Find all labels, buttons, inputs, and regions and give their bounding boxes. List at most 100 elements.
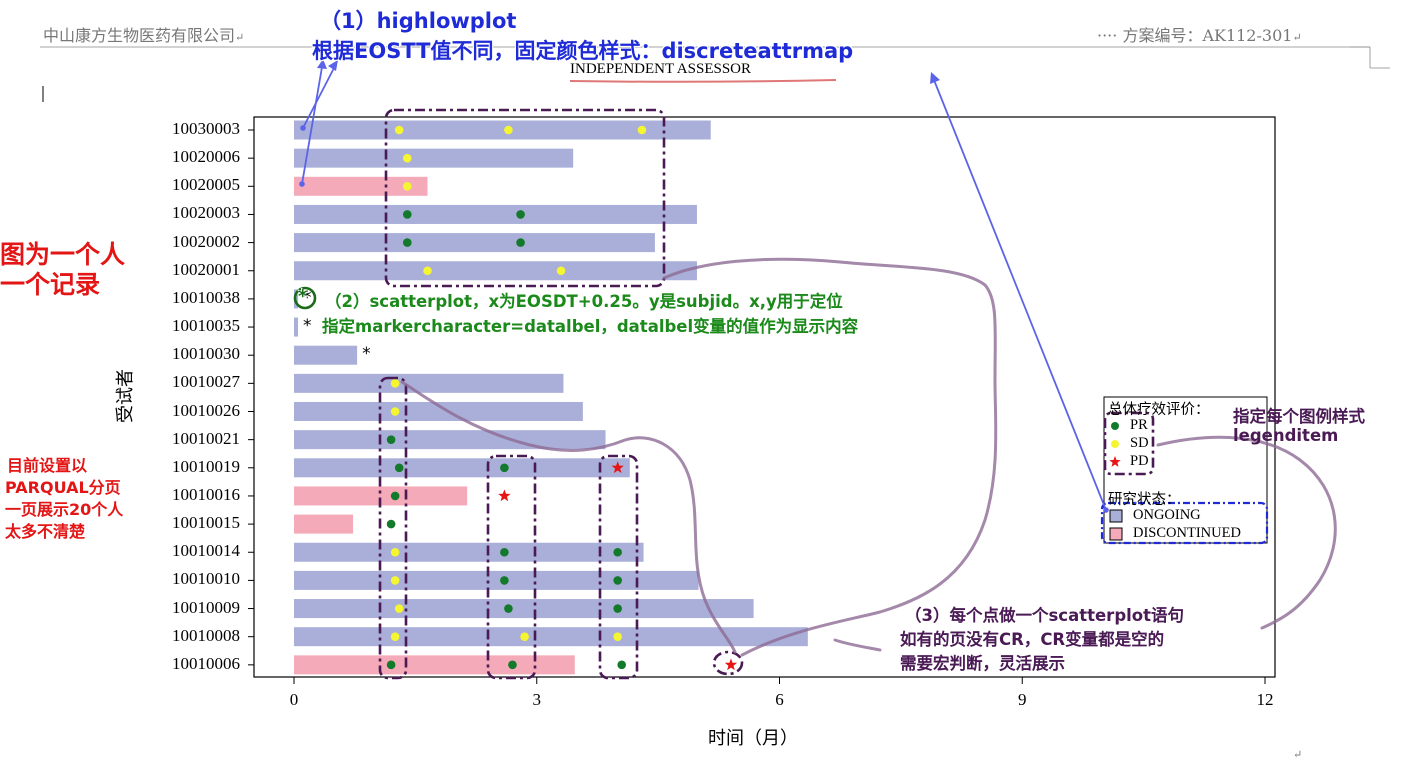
bar-10010009 bbox=[294, 599, 754, 619]
annotation-3-line1: （3）每个点做一个scatterplot语句 bbox=[905, 606, 1185, 625]
annotation-left-3: 目前设置以 bbox=[7, 456, 88, 475]
highlight-circle-pd bbox=[712, 650, 744, 676]
connector-curve-top bbox=[662, 257, 998, 657]
point-10010019-0-pr bbox=[394, 463, 404, 473]
y-tick-label-10010027: 10010027 bbox=[172, 372, 240, 392]
highlight-box-top bbox=[384, 108, 666, 288]
y-tick-label-10010030: 10010030 bbox=[172, 344, 240, 364]
point-10020002-0-pr bbox=[402, 238, 412, 247]
point-10020003-0-pr bbox=[402, 210, 412, 219]
highlight-box-col1 bbox=[378, 376, 408, 680]
point-10010009-2-pr bbox=[613, 604, 622, 613]
point-10010006-2-pr bbox=[617, 660, 627, 670]
bar-10020005 bbox=[294, 176, 428, 196]
point-10010016-1-pd bbox=[498, 489, 511, 502]
y-tick-label-10010015: 10010015 bbox=[172, 513, 240, 533]
annotation-left-5: 一页展示20个人 bbox=[5, 500, 124, 519]
bar-10010021 bbox=[294, 430, 606, 450]
point-10020001-0-sd bbox=[423, 266, 432, 276]
para-mark-bottom: ↵ bbox=[1293, 748, 1303, 761]
arrow-head-3 bbox=[930, 72, 940, 84]
annotation-left-4: PARQUAL分页 bbox=[5, 478, 121, 497]
bar-10010026 bbox=[294, 402, 583, 421]
bar-10010030 bbox=[294, 345, 358, 365]
point-10020003-1-pr bbox=[516, 210, 525, 219]
point-10030003-1-sd bbox=[504, 125, 513, 135]
highlight-circle-asterisk bbox=[293, 286, 317, 310]
para-mark-2: ↵ bbox=[1292, 31, 1302, 44]
annotation-2-line2: 指定markercharacter=datalbel，datalbel变量的值作… bbox=[322, 317, 859, 336]
point-10010019-1-pr bbox=[500, 463, 509, 473]
point-10010014-1-pr bbox=[500, 547, 509, 557]
point-10010016-0-pr bbox=[390, 491, 400, 501]
y-tick-label-10020006: 10020006 bbox=[172, 147, 240, 167]
arrow-line-1 bbox=[302, 67, 335, 129]
point-label-10010030: * bbox=[362, 344, 371, 365]
point-label-10010035: * bbox=[303, 316, 312, 337]
chart-title: INDEPENDENT ASSESSOR bbox=[570, 61, 751, 78]
point-10020006-0-sd bbox=[402, 153, 412, 163]
x-ticks-layer bbox=[293, 677, 1266, 684]
annotation-2-line1: （2）scatterplot，x为EOSDT+0.25。y是subjid。x,y… bbox=[325, 292, 843, 311]
point-10010009-1-pr bbox=[504, 604, 513, 613]
point-10010006-3-pd bbox=[724, 658, 738, 671]
point-10010009-0-sd bbox=[394, 604, 404, 613]
bar-10020003 bbox=[294, 204, 697, 224]
bar-10010027 bbox=[294, 373, 564, 393]
connector-curve-mid bbox=[400, 380, 737, 654]
legend-swatch-pr bbox=[1111, 422, 1119, 430]
legend-item-discontinued: DISCONTINUED bbox=[1133, 525, 1241, 541]
point-10010014-0-sd bbox=[390, 547, 400, 557]
point-10010019-2-pd bbox=[611, 461, 624, 474]
arrow-dot-2 bbox=[299, 181, 305, 187]
legend-box bbox=[1103, 396, 1268, 544]
asterisk-icon: * bbox=[298, 286, 308, 307]
legend-swatch-pd bbox=[1109, 456, 1121, 467]
bar-10010006 bbox=[294, 655, 575, 675]
y-tick-label-10020003: 10020003 bbox=[172, 203, 240, 223]
x-tick-label-9: 9 bbox=[1018, 690, 1027, 709]
point-10020001-1-sd bbox=[556, 266, 566, 276]
bar-10010008 bbox=[294, 627, 808, 647]
y-tick-label-10010021: 10010021 bbox=[172, 428, 240, 448]
legend-item-sd: SD bbox=[1130, 435, 1149, 451]
plot-frame bbox=[253, 116, 1276, 678]
y-tick-label-10010009: 10010009 bbox=[172, 597, 240, 617]
point-10020002-1-pr bbox=[516, 238, 525, 247]
bar-10010010 bbox=[294, 570, 699, 590]
y-tick-label-10010006: 10010006 bbox=[172, 653, 240, 673]
para-mark: ↵ bbox=[235, 31, 245, 44]
header-company: 中山康方生物医药有限公司↵ bbox=[43, 22, 244, 46]
bar-10020006 bbox=[294, 148, 574, 168]
legend-response-title: 总体疗效评价： bbox=[1108, 402, 1210, 418]
connector-tail bbox=[833, 638, 882, 652]
chart-title-text: INDEPENDENT ASSESSOR bbox=[570, 61, 752, 77]
title-underline bbox=[569, 79, 837, 83]
point-10010021-0-pr bbox=[386, 435, 396, 444]
arrow-line-2 bbox=[301, 66, 323, 185]
annotation-left-6: 太多不清楚 bbox=[5, 522, 86, 541]
x-tick-label-0: 0 bbox=[289, 690, 299, 709]
point-10020005-0-sd bbox=[402, 182, 412, 191]
point-10010026-0-sd bbox=[390, 407, 400, 416]
y-tick-label-10020005: 10020005 bbox=[172, 175, 240, 195]
point-10010006-0-pr bbox=[386, 660, 396, 670]
bar-10010014 bbox=[294, 542, 644, 562]
annotation-left-1: 图为一个人 bbox=[0, 240, 126, 269]
point-10010010-0-sd bbox=[390, 576, 400, 585]
y-tick-label-10010014: 10010014 bbox=[172, 541, 240, 561]
point-10010027-0-sd bbox=[390, 379, 400, 388]
y-tick-label-10010008: 10010008 bbox=[172, 625, 240, 645]
bar-10020002 bbox=[294, 233, 655, 253]
bar-10010015 bbox=[294, 514, 354, 534]
annotation-1-line1: （1）highlowplot bbox=[320, 9, 517, 33]
point-10010015-0-pr bbox=[386, 519, 396, 529]
annotation-legend-1: 指定每个图例样式 bbox=[1233, 407, 1365, 426]
legend-swatch-ongoing bbox=[1109, 509, 1123, 523]
y-tick-label-10020001: 10020001 bbox=[172, 259, 240, 279]
y-tick-label-10010035: 10010035 bbox=[172, 316, 240, 336]
legend-item-pd: PD bbox=[1130, 453, 1149, 469]
legend-item-pr: PR bbox=[1130, 417, 1148, 433]
y-tick-label-10020002: 10020002 bbox=[172, 231, 240, 251]
